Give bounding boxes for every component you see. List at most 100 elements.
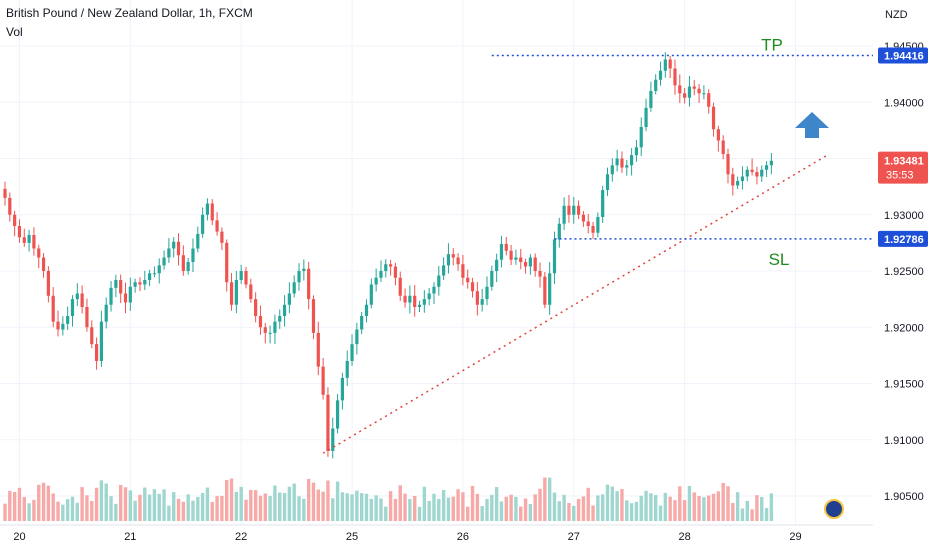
candle-body xyxy=(668,59,672,69)
volume-bar xyxy=(37,484,41,521)
candle-body xyxy=(649,91,653,108)
candle-body xyxy=(442,265,446,276)
volume-bar xyxy=(85,495,89,521)
candle-body xyxy=(586,221,590,226)
volume-bar xyxy=(745,500,749,521)
volume-bar xyxy=(205,487,210,521)
time-tick-label: 20 xyxy=(13,531,25,543)
candle-body xyxy=(451,254,455,258)
volume-bar xyxy=(282,493,287,521)
candle-body xyxy=(234,280,238,305)
candle-body xyxy=(8,197,12,215)
candle-body xyxy=(644,107,648,127)
candle-body xyxy=(480,299,484,305)
volume-bar xyxy=(557,501,561,521)
volume-bar xyxy=(528,504,533,521)
candle-body xyxy=(740,176,745,181)
volume-bar xyxy=(46,485,51,521)
volume-bar xyxy=(364,493,369,521)
volume-bar xyxy=(345,493,349,521)
volume-bar xyxy=(393,498,398,521)
candle-body xyxy=(258,316,263,328)
candle-body xyxy=(716,129,720,141)
volume-bar xyxy=(678,486,682,521)
candle-body xyxy=(528,257,532,267)
volume-bar xyxy=(649,493,653,521)
candle-body xyxy=(278,316,282,322)
candle-body xyxy=(176,241,181,256)
candle-body xyxy=(282,304,287,316)
volume-bar xyxy=(408,498,412,521)
volume-bar xyxy=(287,486,292,521)
candle-body xyxy=(119,280,123,294)
volume-bar xyxy=(32,499,36,521)
volume-bar xyxy=(220,495,224,521)
volume-bar xyxy=(629,503,634,521)
volume-bar xyxy=(374,495,378,521)
volume-bar xyxy=(490,494,494,521)
candle-body xyxy=(138,282,142,285)
volume-bar xyxy=(3,503,7,521)
volume-bar xyxy=(22,497,26,521)
volume-bar xyxy=(123,487,128,521)
candle-body xyxy=(572,205,576,215)
candle-body xyxy=(80,293,84,307)
volume-bar xyxy=(210,501,214,521)
tp-price-tag-text: 1.94416 xyxy=(884,50,924,62)
candle-body xyxy=(41,257,46,271)
candle-body xyxy=(244,271,248,285)
candle-body xyxy=(331,428,335,451)
volume-bar xyxy=(422,486,427,521)
volume-bar xyxy=(128,490,133,521)
volume-bar xyxy=(297,496,301,521)
symbol-title[interactable]: British Pound / New Zealand Dollar, 1h, … xyxy=(6,6,253,20)
candle-body xyxy=(162,257,166,266)
volume-bar xyxy=(480,506,484,521)
volume-bar xyxy=(200,492,205,521)
price-tick-label: 1.93000 xyxy=(884,210,924,222)
volume-bar xyxy=(731,502,735,521)
candle-body xyxy=(389,264,393,267)
candle-body xyxy=(90,327,94,345)
candle-body xyxy=(297,271,301,283)
volume-bar xyxy=(51,493,55,521)
volume-indicator-label[interactable]: Vol xyxy=(6,25,23,39)
price-axis[interactable]: NZD1.945001.940001.935001.930001.925001.… xyxy=(873,0,932,550)
candle-body xyxy=(678,85,682,94)
volume-bar xyxy=(456,489,460,521)
candle-body xyxy=(615,158,619,166)
candle-body xyxy=(27,235,31,243)
volume-bar xyxy=(268,496,272,521)
volume-bar xyxy=(8,490,12,521)
price-tick-label: 1.94000 xyxy=(884,97,924,109)
countdown-text: 35:53 xyxy=(886,170,914,182)
candle-body xyxy=(552,239,557,274)
volume-bar xyxy=(12,492,17,521)
volume-bar xyxy=(538,488,542,521)
volume-bar xyxy=(663,492,668,521)
volume-bar xyxy=(586,487,590,521)
candle-body xyxy=(413,295,417,307)
volume-bar xyxy=(509,494,513,521)
candle-body xyxy=(504,244,508,251)
candle-body xyxy=(360,316,364,330)
candle-body xyxy=(128,286,132,303)
candle-body xyxy=(364,304,369,316)
candle-body xyxy=(133,282,137,287)
volume-bar xyxy=(461,492,465,521)
time-axis[interactable]: 20 21 22 25 26 27 28 29 xyxy=(0,524,873,543)
volume-bar xyxy=(326,480,330,521)
axis-currency: NZD xyxy=(885,9,908,21)
volume-bar xyxy=(764,507,769,521)
volume-layer xyxy=(3,477,774,521)
candle-body xyxy=(56,321,60,330)
candle-body xyxy=(181,255,185,271)
candle-body xyxy=(769,160,773,166)
candle-body xyxy=(393,266,398,278)
candle-body xyxy=(75,293,79,300)
candle-body xyxy=(538,271,542,277)
candle-body xyxy=(721,140,725,154)
volume-bar xyxy=(543,477,547,521)
